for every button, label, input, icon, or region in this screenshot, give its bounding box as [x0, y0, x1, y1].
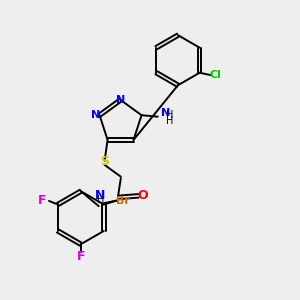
Text: H: H	[166, 110, 173, 121]
Text: N: N	[161, 108, 170, 118]
Text: F: F	[76, 250, 85, 263]
Text: N: N	[95, 189, 106, 202]
Text: F: F	[38, 194, 47, 207]
Text: H: H	[97, 195, 104, 205]
Text: N: N	[91, 110, 100, 120]
Text: N: N	[116, 95, 125, 105]
Text: Cl: Cl	[210, 70, 222, 80]
Text: O: O	[138, 189, 148, 202]
Text: Br: Br	[116, 196, 130, 206]
Text: H: H	[166, 116, 173, 126]
Text: S: S	[100, 155, 109, 168]
